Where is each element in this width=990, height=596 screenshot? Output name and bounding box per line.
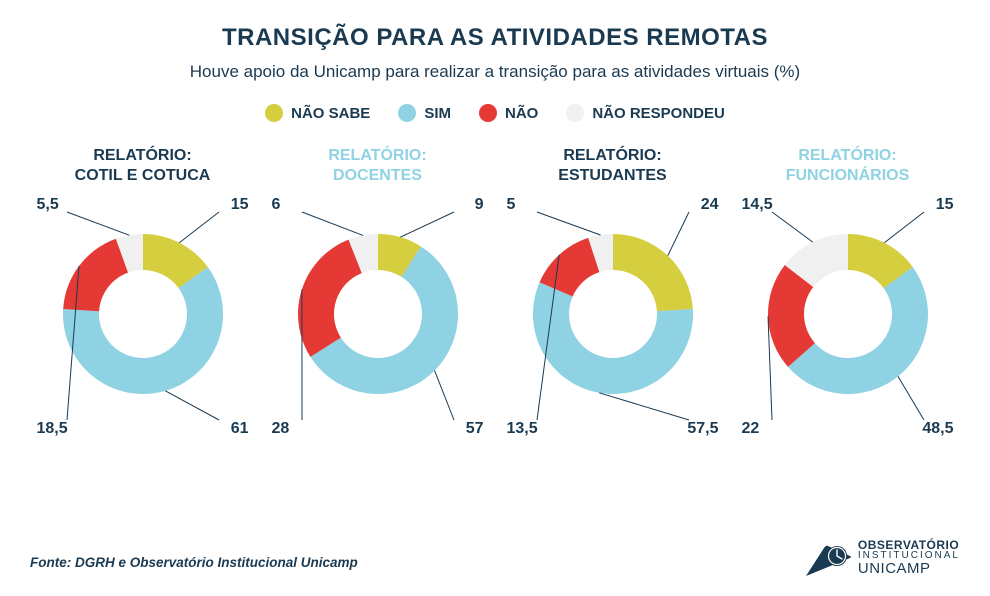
value-label-nao_respondeu: 6 — [272, 196, 281, 214]
legend-swatch — [479, 104, 497, 122]
donut-slice-nao — [298, 240, 362, 357]
logo-line3: UNICAMP — [858, 561, 960, 576]
chart-title-line: RELATÓRIO: — [558, 146, 666, 166]
legend-item: SIM — [398, 104, 451, 122]
value-label-sim: 57,5 — [687, 420, 718, 438]
value-label-nao_sabe: 15 — [936, 196, 954, 214]
value-label-nao: 22 — [742, 420, 760, 438]
value-label-nao: 13,5 — [507, 420, 538, 438]
value-label-sim: 48,5 — [922, 420, 953, 438]
legend-item: NÃO SABE — [265, 104, 370, 122]
donut: 2457,513,55 — [503, 194, 723, 434]
legend-swatch — [265, 104, 283, 122]
chart: RELATÓRIO:DOCENTES 957286 — [265, 144, 490, 434]
logo-mark-icon — [804, 536, 852, 578]
value-label-nao_sabe: 9 — [475, 196, 484, 214]
page-subtitle: Houve apoio da Unicamp para realizar a t… — [30, 62, 960, 82]
chart-title-line: ESTUDANTES — [558, 166, 666, 186]
value-label-nao_respondeu: 5,5 — [37, 196, 59, 214]
donut: 1548,52214,5 — [738, 194, 958, 434]
chart-title: RELATÓRIO:ESTUDANTES — [558, 144, 666, 188]
chart-title-line: RELATÓRIO: — [786, 146, 910, 166]
page-title: TRANSIÇÃO PARA AS ATIVIDADES REMOTAS — [30, 24, 960, 52]
chart: RELATÓRIO:COTIL E COTUCA 156118,55,5 — [30, 144, 255, 434]
chart: RELATÓRIO:FUNCIONÁRIOS 1548,52214,5 — [735, 144, 960, 434]
value-label-nao: 18,5 — [37, 420, 68, 438]
chart-title: RELATÓRIO:COTIL E COTUCA — [75, 144, 211, 188]
value-label-nao_sabe: 24 — [701, 196, 719, 214]
donut-slice-nao — [63, 239, 128, 312]
chart-title-line: COTIL E COTUCA — [75, 166, 211, 186]
legend-label: NÃO — [505, 105, 538, 122]
legend-label: NÃO SABE — [291, 105, 370, 122]
chart: RELATÓRIO:ESTUDANTES2457,513,55 — [500, 144, 725, 434]
legend-label: SIM — [424, 105, 451, 122]
donut: 957286 — [268, 194, 488, 434]
legend-item: NÃO — [479, 104, 538, 122]
chart-title-line: FUNCIONÁRIOS — [786, 166, 910, 186]
logo-line1: OBSERVATÓRIO — [858, 539, 960, 551]
value-label-nao: 28 — [272, 420, 290, 438]
donut: 156118,55,5 — [33, 194, 253, 434]
value-label-sim: 57 — [466, 420, 484, 438]
donut-slice-nao_sabe — [613, 234, 693, 311]
legend-label: NÃO RESPONDEU — [592, 105, 725, 122]
legend-item: NÃO RESPONDEU — [566, 104, 725, 122]
chart-title: RELATÓRIO:DOCENTES — [328, 144, 426, 188]
chart-title: RELATÓRIO:FUNCIONÁRIOS — [786, 144, 910, 188]
chart-title-line: RELATÓRIO: — [75, 146, 211, 166]
value-label-nao_respondeu: 5 — [507, 196, 516, 214]
charts-row: RELATÓRIO:COTIL E COTUCA156118,55,5RELAT… — [30, 144, 960, 434]
value-label-nao_sabe: 15 — [231, 196, 249, 214]
legend-swatch — [398, 104, 416, 122]
value-label-nao_respondeu: 14,5 — [742, 196, 773, 214]
value-label-sim: 61 — [231, 420, 249, 438]
legend-swatch — [566, 104, 584, 122]
logo-line2: INSTITUCIONAL — [858, 551, 960, 561]
chart-title-line: DOCENTES — [328, 166, 426, 186]
observatorio-logo: OBSERVATÓRIO INSTITUCIONAL UNICAMP — [804, 536, 960, 578]
source-footer: Fonte: DGRH e Observatório Institucional… — [30, 555, 358, 570]
legend: NÃO SABE SIM NÃO NÃO RESPONDEU — [30, 104, 960, 122]
chart-title-line: RELATÓRIO: — [328, 146, 426, 166]
